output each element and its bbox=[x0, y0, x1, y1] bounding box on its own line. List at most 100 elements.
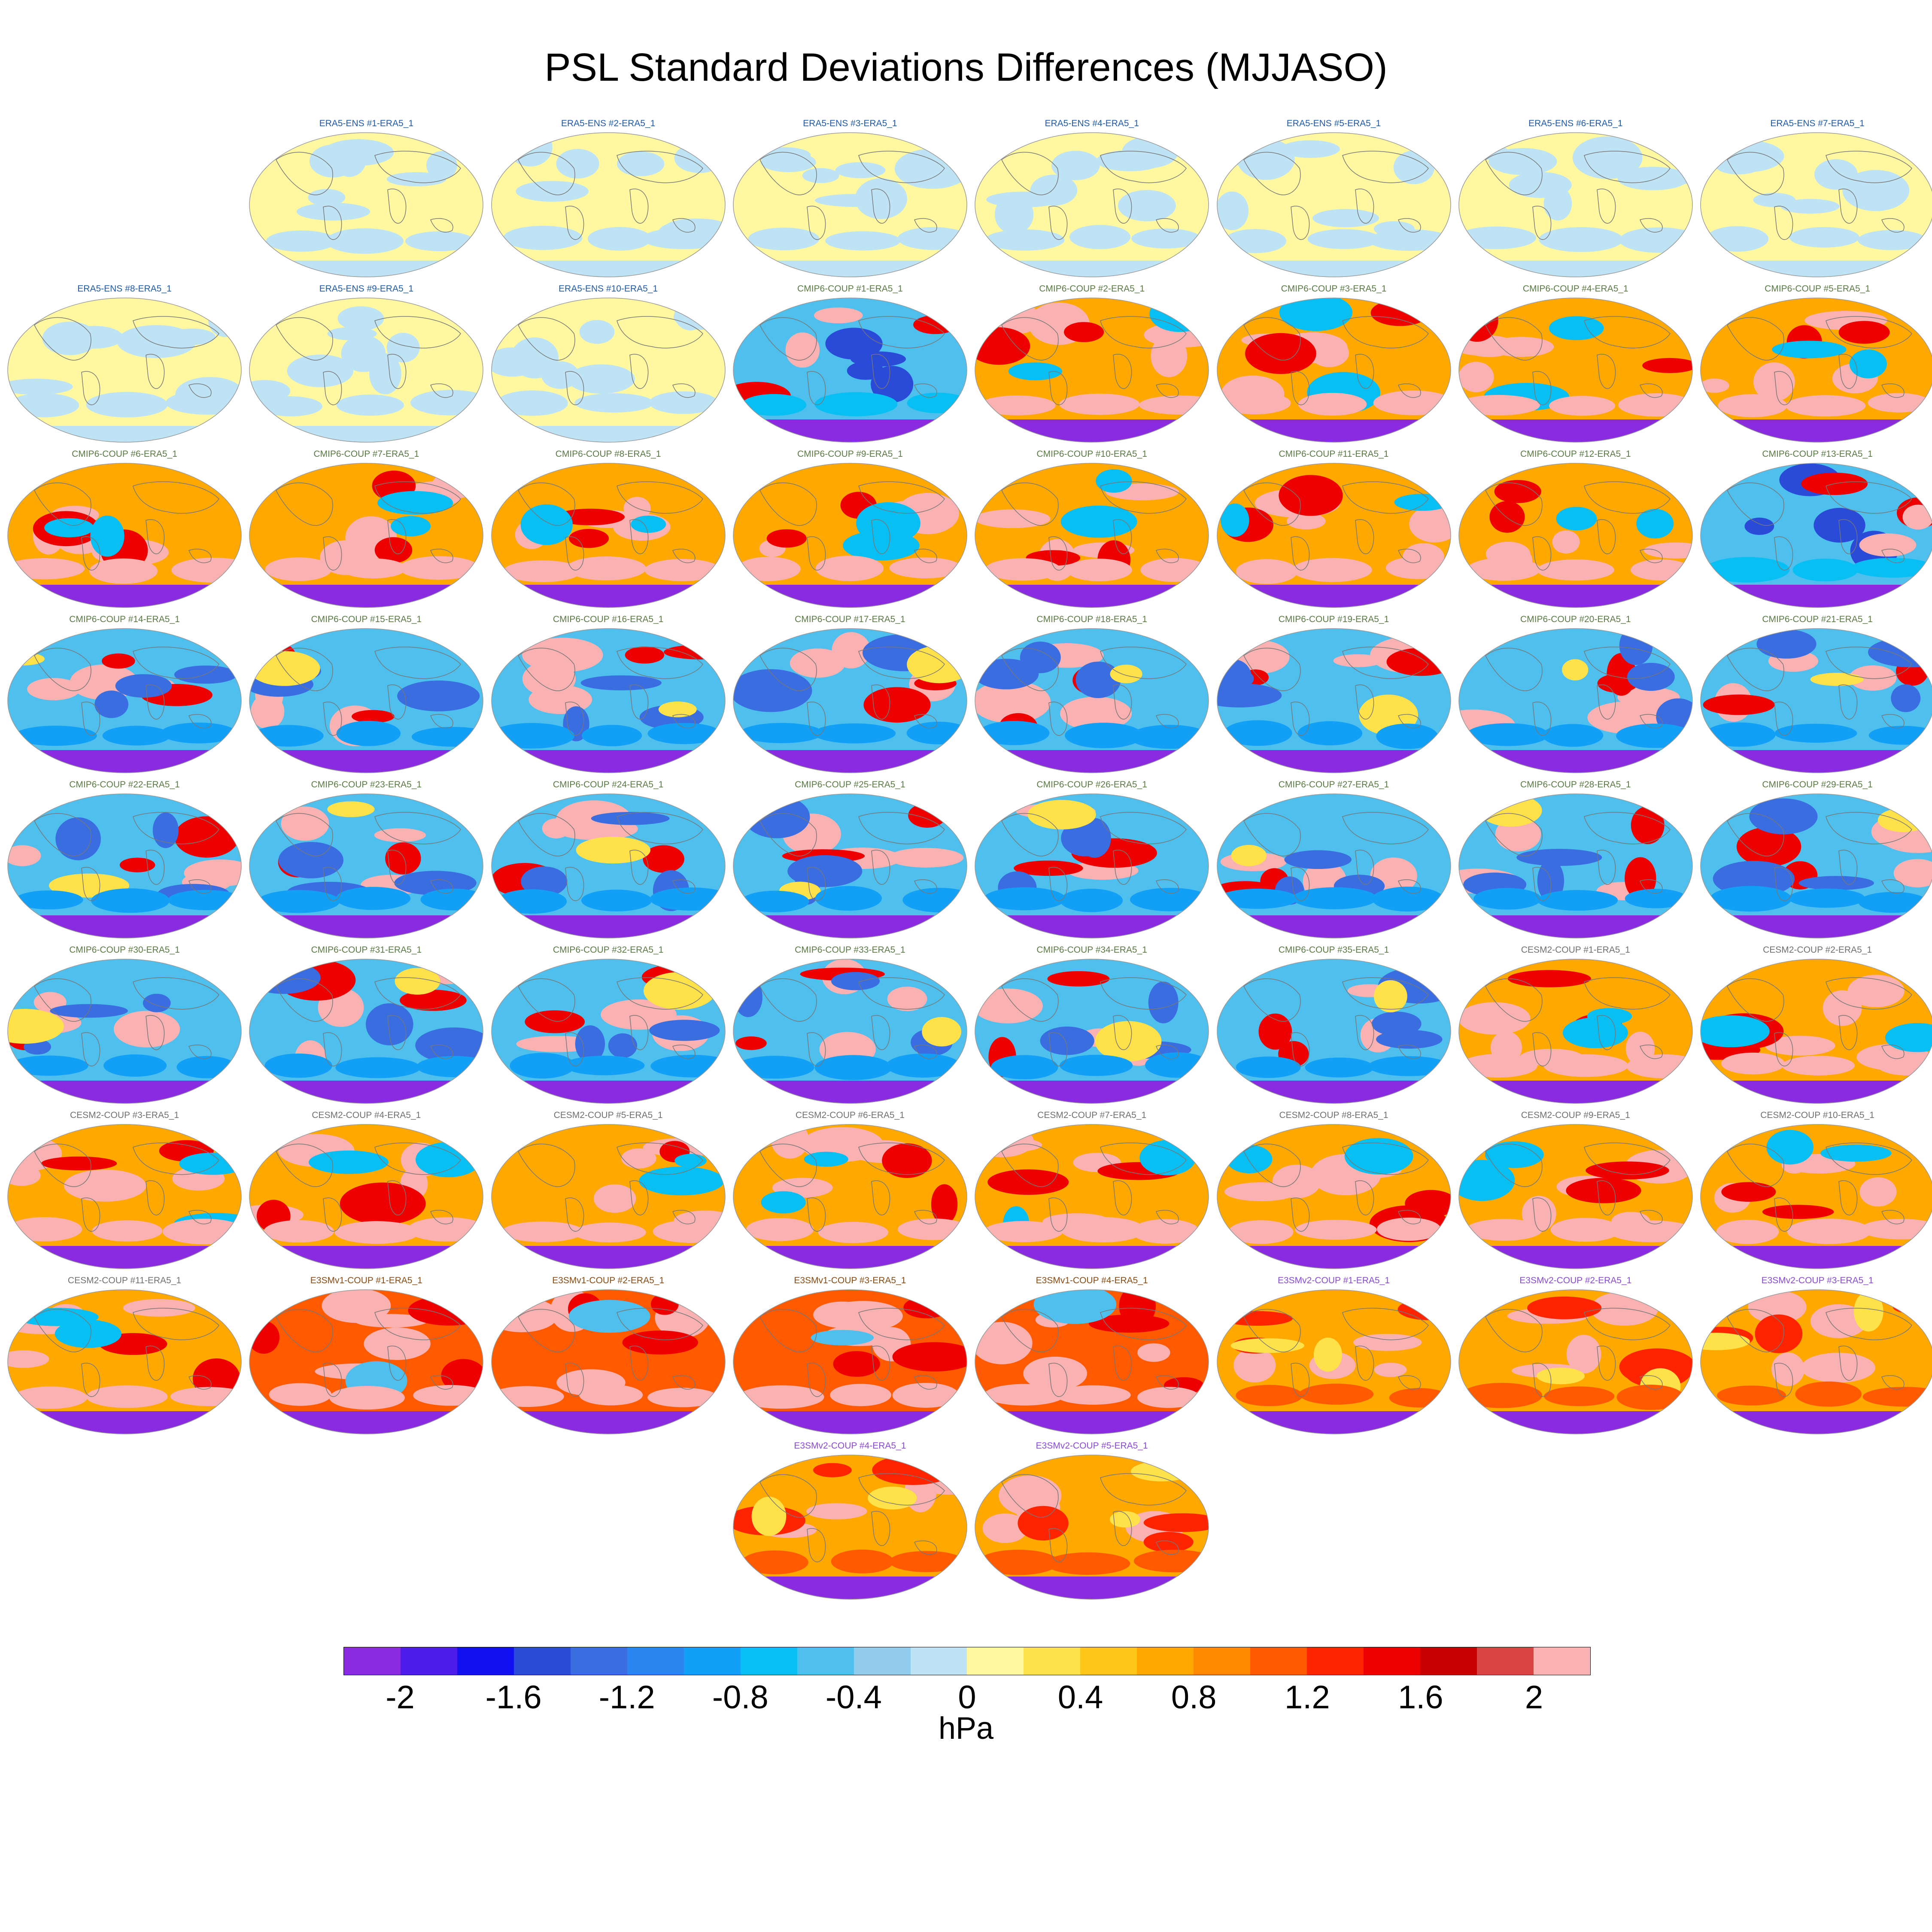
field-anomaly bbox=[1280, 140, 1340, 158]
field-anomaly bbox=[811, 1330, 874, 1346]
coastline bbox=[1113, 684, 1132, 720]
field-anomaly bbox=[835, 162, 886, 179]
southern-ocean-anomaly bbox=[265, 557, 332, 581]
coastline bbox=[1639, 549, 1663, 563]
field-anomaly bbox=[1849, 665, 1897, 691]
southern-ocean-anomaly bbox=[814, 723, 896, 744]
coastline bbox=[81, 702, 100, 736]
field-anomaly bbox=[1771, 1352, 1805, 1386]
panel-title: CMIP6-COUP #34-ERA5_1 bbox=[1036, 945, 1147, 955]
southern-ocean-anomaly bbox=[1618, 393, 1692, 417]
coastline bbox=[276, 152, 333, 195]
southern-ocean-anomaly bbox=[1782, 1055, 1855, 1076]
coastline bbox=[1826, 316, 1913, 349]
coastline bbox=[1100, 316, 1187, 349]
coastline bbox=[914, 1210, 937, 1224]
field-anomaly bbox=[119, 857, 155, 872]
southern-ocean-anomaly bbox=[566, 556, 646, 580]
panel-title: CMIP6-COUP #17-ERA5_1 bbox=[795, 614, 905, 624]
coastline bbox=[1113, 188, 1132, 224]
map-panel: ERA5-ENS #9-ERA5_1 bbox=[246, 284, 486, 451]
coastline bbox=[146, 684, 165, 720]
colorbar-swatch bbox=[910, 1647, 967, 1675]
field-anomaly bbox=[208, 303, 241, 337]
coastline bbox=[1583, 316, 1671, 349]
map-panel: CESM2-COUP #8-ERA5_1 bbox=[1214, 1110, 1454, 1278]
field-anomaly bbox=[1312, 209, 1379, 228]
field-anomaly bbox=[1258, 1013, 1292, 1050]
map-outline bbox=[1216, 793, 1451, 939]
field-anomaly bbox=[249, 1321, 280, 1354]
map-outline bbox=[733, 298, 967, 443]
coastline bbox=[1001, 152, 1059, 195]
antarctic-region bbox=[491, 750, 725, 773]
southern-ocean-anomaly bbox=[259, 396, 323, 416]
antarctic-region bbox=[1217, 419, 1451, 442]
map-outline bbox=[1458, 959, 1693, 1104]
field-anomaly bbox=[1233, 1348, 1276, 1383]
coastline bbox=[759, 813, 817, 857]
field-anomaly bbox=[643, 845, 684, 873]
map-outline bbox=[7, 1289, 242, 1434]
field-anomaly bbox=[169, 328, 216, 345]
field-anomaly bbox=[1736, 826, 1801, 867]
colorbar-units: hPa bbox=[938, 1711, 994, 1746]
coastline bbox=[1485, 482, 1543, 526]
map-panel: CMIP6-COUP #5-ERA5_1 bbox=[1697, 284, 1932, 451]
panel-title: E3SMv2-COUP #5-ERA5_1 bbox=[1036, 1441, 1148, 1451]
field-anomaly bbox=[1572, 136, 1643, 179]
coastline bbox=[146, 354, 165, 389]
map-panel: CMIP6-COUP #19-ERA5_1 bbox=[1214, 614, 1454, 782]
coastline bbox=[430, 549, 453, 563]
map-outline bbox=[249, 463, 484, 608]
field-anomaly bbox=[813, 1301, 871, 1328]
panel-title: CESM2-COUP #2-ERA5_1 bbox=[1763, 945, 1872, 955]
coastline bbox=[1727, 482, 1784, 526]
coastline bbox=[1100, 647, 1187, 679]
southern-ocean-anomaly bbox=[1787, 1218, 1871, 1244]
field-anomaly bbox=[1110, 1511, 1141, 1528]
panel-title: CMIP6-COUP #1-ERA5_1 bbox=[797, 284, 903, 294]
southern-ocean-anomaly bbox=[1385, 556, 1450, 579]
southern-ocean-anomaly bbox=[1130, 887, 1209, 911]
field-anomaly bbox=[1527, 1296, 1601, 1319]
southern-ocean-anomaly bbox=[1704, 722, 1776, 747]
global-map bbox=[1458, 298, 1693, 443]
colorbar-tick-label: 0 bbox=[958, 1679, 976, 1716]
southern-ocean-anomaly bbox=[1537, 890, 1618, 911]
field-anomaly bbox=[579, 320, 614, 344]
southern-ocean-anomaly bbox=[14, 726, 97, 746]
map-outline bbox=[491, 793, 726, 939]
southern-ocean-anomaly bbox=[579, 1384, 643, 1406]
southern-ocean-anomaly bbox=[1236, 1056, 1301, 1078]
field-anomaly bbox=[1766, 1130, 1814, 1165]
southern-ocean-anomaly bbox=[978, 1549, 1059, 1575]
field-anomaly bbox=[1507, 970, 1591, 987]
coastline bbox=[430, 1045, 453, 1059]
southern-ocean-anomaly bbox=[326, 228, 404, 254]
panel-title: CMIP6-COUP #29-ERA5_1 bbox=[1762, 780, 1873, 790]
colorbar-swatch bbox=[1080, 1647, 1137, 1675]
field-anomaly bbox=[1877, 808, 1929, 832]
colorbar-swatch bbox=[1307, 1647, 1364, 1675]
coastline bbox=[1583, 151, 1671, 183]
panel-title: CMIP6-COUP #14-ERA5_1 bbox=[69, 614, 180, 624]
colorbar-tick-label: -1.6 bbox=[485, 1679, 542, 1716]
panel-title: CMIP6-COUP #21-ERA5_1 bbox=[1762, 614, 1873, 624]
field-anomaly bbox=[621, 1148, 656, 1169]
colorbar-tick-label: -2 bbox=[386, 1679, 415, 1716]
coastline bbox=[1881, 1375, 1905, 1390]
field-anomaly bbox=[1617, 167, 1689, 191]
field-anomaly bbox=[982, 1513, 1028, 1543]
field-anomaly bbox=[1118, 190, 1176, 222]
coastline bbox=[276, 978, 333, 1022]
field-anomaly bbox=[1313, 1337, 1342, 1372]
field-anomaly bbox=[8, 1009, 64, 1044]
coastline bbox=[807, 206, 826, 240]
coastline bbox=[1485, 647, 1543, 691]
southern-ocean-anomaly bbox=[814, 392, 898, 416]
field-anomaly bbox=[1536, 1367, 1585, 1385]
antarctic-region bbox=[1458, 419, 1692, 442]
coastline bbox=[34, 1143, 91, 1187]
coastline bbox=[759, 978, 817, 1022]
